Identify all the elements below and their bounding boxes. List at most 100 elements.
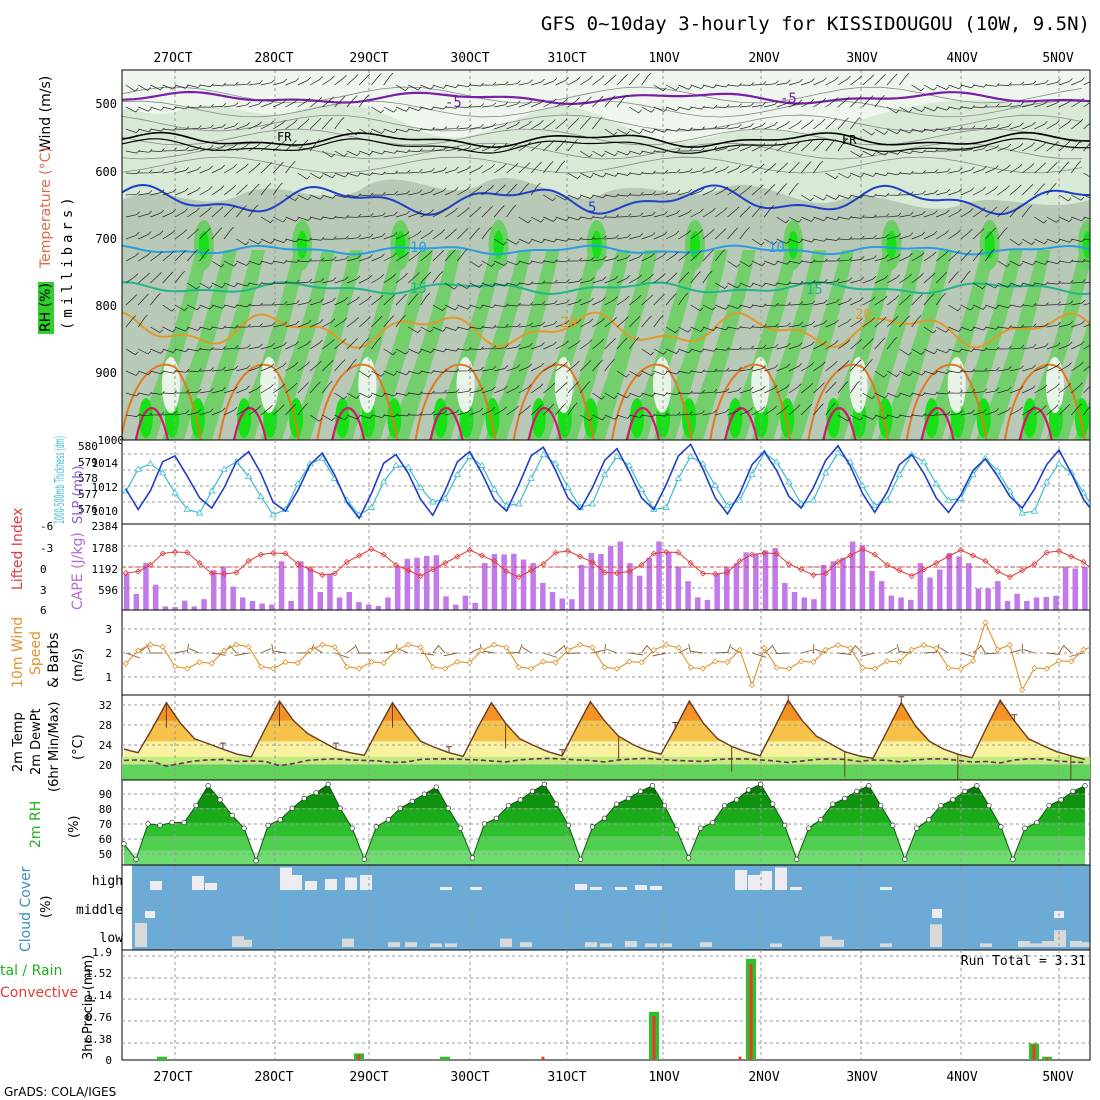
wind-barb bbox=[936, 168, 951, 174]
thickness-point bbox=[478, 461, 486, 468]
wind-barb bbox=[592, 276, 607, 284]
li-tick: 0 bbox=[40, 563, 47, 576]
wind-barb bbox=[420, 390, 435, 395]
rh-plume bbox=[1045, 316, 1090, 440]
wind-barb bbox=[260, 238, 275, 244]
rh2m-point bbox=[601, 815, 608, 821]
wind-barb bbox=[469, 164, 483, 174]
wind-barb bbox=[751, 282, 766, 287]
wind-barb bbox=[960, 84, 975, 89]
wind-barb bbox=[457, 145, 472, 152]
wind-barb bbox=[616, 192, 632, 197]
cape-bar bbox=[733, 563, 740, 610]
wind-barb bbox=[653, 348, 667, 355]
wind-barb bbox=[887, 414, 902, 419]
wind-barb bbox=[518, 238, 533, 244]
wind-barb bbox=[1046, 404, 1059, 416]
wind-barb bbox=[653, 106, 668, 112]
rh2m-point bbox=[1070, 788, 1076, 794]
wind-barb bbox=[813, 258, 828, 263]
wind-barb bbox=[960, 228, 973, 240]
wind10m-point bbox=[196, 659, 203, 666]
wind-barb bbox=[248, 323, 263, 328]
wind10m-barb bbox=[174, 650, 187, 654]
wind-barb bbox=[1034, 363, 1048, 372]
wind-barb bbox=[248, 162, 261, 174]
wind-barb bbox=[395, 190, 411, 196]
rh2m-point bbox=[301, 795, 307, 802]
rh-legend-swatch bbox=[38, 282, 54, 334]
wind-barb bbox=[604, 95, 616, 108]
wind-barb bbox=[1058, 194, 1072, 202]
wind-barb bbox=[567, 402, 578, 416]
wind-barb bbox=[1058, 98, 1073, 108]
wind10m-point bbox=[687, 664, 694, 671]
wind-barb bbox=[985, 185, 998, 196]
wind-barb bbox=[739, 185, 752, 196]
wind-barb bbox=[629, 295, 642, 306]
wind-barb bbox=[420, 411, 435, 416]
wind10m-point bbox=[785, 665, 792, 672]
cape-bar bbox=[569, 599, 575, 610]
wind-barb bbox=[776, 100, 791, 108]
wind-barb bbox=[997, 206, 1009, 218]
rh-plume bbox=[161, 250, 237, 440]
wind-barb bbox=[395, 106, 410, 112]
wind-barb bbox=[125, 294, 138, 306]
wind-barb bbox=[1046, 79, 1061, 86]
rh-blob-core bbox=[886, 231, 897, 259]
wind-barb bbox=[1083, 216, 1090, 220]
wind-barb bbox=[1022, 405, 1035, 416]
cape-bar bbox=[695, 597, 701, 610]
wind-barb bbox=[567, 278, 583, 284]
wind-barb bbox=[629, 212, 644, 218]
wind-barb bbox=[899, 294, 911, 306]
wind-barb bbox=[911, 392, 926, 396]
wind-barb bbox=[972, 186, 987, 196]
wind-barb bbox=[273, 362, 287, 372]
wind-barb bbox=[1096, 298, 1100, 305]
cape-bar bbox=[182, 600, 188, 610]
wind-barb bbox=[788, 161, 800, 174]
wind-barb bbox=[837, 172, 852, 179]
wind-barb bbox=[886, 150, 901, 155]
wind-barb bbox=[739, 206, 751, 218]
wind-barb bbox=[125, 315, 137, 328]
wind-barb bbox=[150, 272, 162, 284]
cape-bar bbox=[559, 598, 565, 610]
wind-barb bbox=[469, 282, 483, 289]
wind-barb bbox=[285, 194, 299, 202]
wind10m-barb bbox=[860, 652, 875, 657]
wind-barb bbox=[936, 84, 950, 90]
wind-barb bbox=[481, 282, 496, 288]
wind-barb bbox=[690, 369, 705, 373]
wind-barb bbox=[260, 384, 274, 394]
wind10m-point bbox=[871, 665, 878, 672]
wind-barb bbox=[801, 341, 815, 350]
wind-barb bbox=[1034, 79, 1049, 86]
wind-barb bbox=[322, 96, 334, 108]
wind-barb bbox=[518, 120, 532, 130]
wind-barb bbox=[580, 75, 593, 86]
wind-barb bbox=[1009, 163, 1023, 174]
wind-barb bbox=[665, 210, 680, 218]
contour-hot-loop bbox=[429, 407, 464, 440]
wind-barb bbox=[604, 359, 615, 372]
rh2m-point bbox=[409, 798, 415, 804]
rh2m-point bbox=[253, 858, 259, 864]
wind10m-point bbox=[380, 659, 387, 666]
cloud-high-bar bbox=[290, 875, 302, 890]
thickness-point bbox=[318, 454, 327, 461]
wind-barb bbox=[162, 84, 177, 90]
wind-barb bbox=[948, 147, 963, 152]
wind-barb bbox=[751, 260, 766, 267]
wind-barb bbox=[936, 127, 951, 131]
cape-bar bbox=[578, 564, 585, 610]
rh-core bbox=[335, 398, 350, 438]
wind-barb bbox=[1071, 118, 1084, 130]
wind10m-barb bbox=[849, 644, 857, 654]
wind-barb bbox=[727, 387, 742, 394]
wind10m-point bbox=[319, 641, 326, 648]
wind-barb bbox=[125, 413, 141, 417]
wind-barb bbox=[948, 188, 963, 196]
